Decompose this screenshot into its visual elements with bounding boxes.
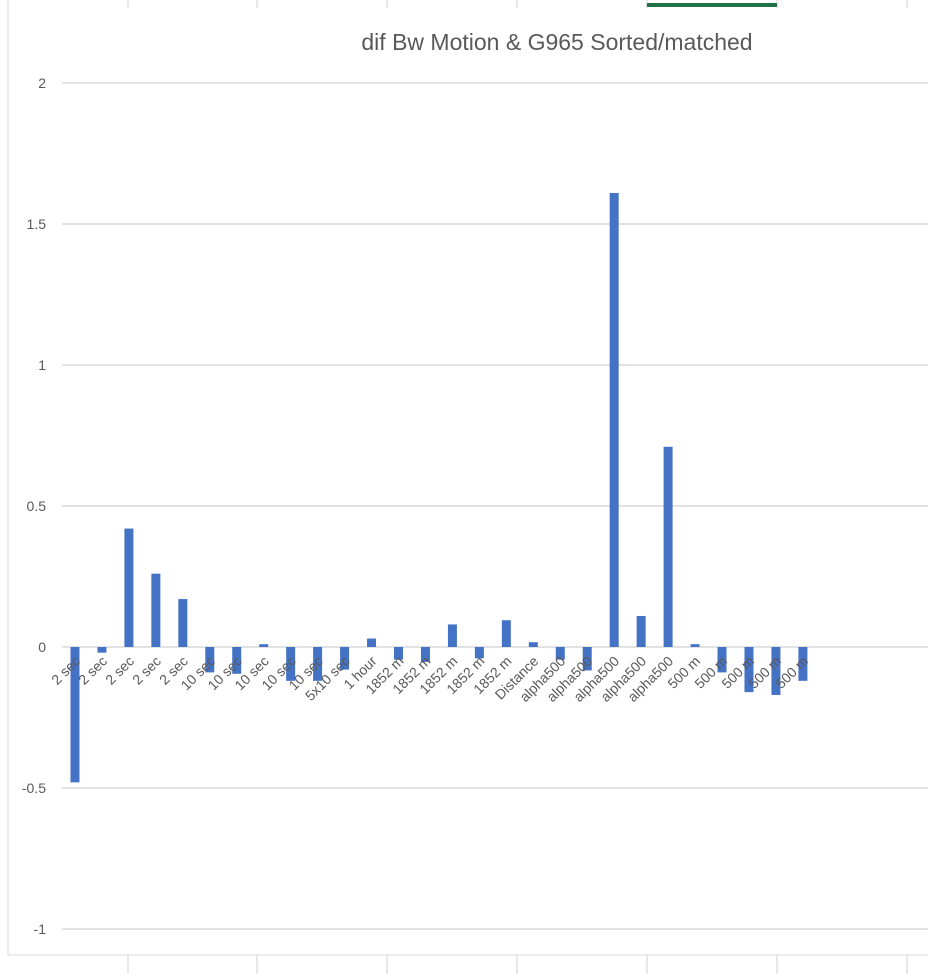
bar: [744, 647, 754, 693]
y-axis-ticks: 2 1.5 1 0.5 0 -0.5 -1: [22, 75, 46, 937]
bar: [340, 647, 350, 670]
y-tick-label: 0.5: [27, 498, 47, 514]
x-tick-label: 2 sec: [75, 653, 110, 688]
spreadsheet-grid: [7, 0, 928, 974]
bar: [313, 647, 323, 681]
bar: [555, 647, 565, 660]
bar: [286, 647, 296, 681]
bar: [636, 615, 646, 647]
bar: [232, 647, 242, 674]
bar: [447, 624, 457, 647]
bar: [690, 644, 700, 647]
x-tick-label: 2 sec: [129, 653, 164, 688]
chart-title: dif Bw Motion & G965 Sorted/matched: [361, 29, 752, 55]
selected-column-indicator: [647, 3, 777, 7]
bar: [124, 528, 134, 647]
bar: [97, 647, 107, 653]
y-tick-label: -1: [34, 921, 47, 937]
bar: [394, 647, 403, 660]
bar: [717, 647, 727, 673]
y-tick-label: -0.5: [22, 780, 46, 796]
bar: [474, 647, 484, 659]
bars: [70, 192, 808, 783]
bar: [663, 446, 673, 647]
bar: [205, 647, 215, 673]
bar: [151, 573, 161, 647]
gridlines: [62, 82, 928, 930]
y-tick-label: 0: [38, 639, 46, 655]
bar: [70, 647, 80, 783]
y-tick-label: 1.5: [27, 216, 47, 232]
bar: [771, 647, 781, 695]
bar: [501, 620, 511, 647]
bar: [178, 599, 188, 647]
y-tick-label: 2: [38, 75, 46, 91]
bar: [609, 192, 619, 648]
bar: [582, 647, 592, 671]
bar: [259, 644, 269, 647]
bar: [798, 647, 808, 681]
x-tick-label: 2 sec: [102, 653, 137, 688]
bar: [528, 642, 538, 647]
bar: [420, 647, 430, 662]
y-tick-label: 1: [38, 357, 46, 373]
bar: [367, 638, 377, 647]
